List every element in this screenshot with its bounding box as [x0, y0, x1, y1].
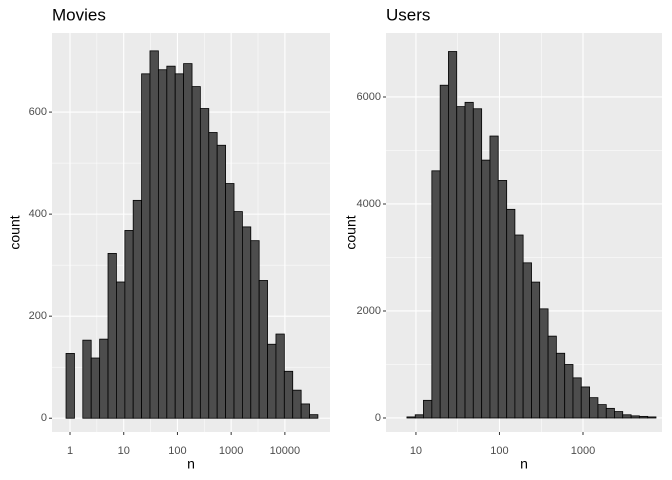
y-tick-label: 400: [29, 208, 47, 220]
histogram-bar: [431, 170, 441, 419]
histogram-bar: [647, 416, 657, 419]
histogram-bar: [448, 51, 458, 419]
x-tick-label: 100: [168, 445, 186, 457]
histogram-bar: [124, 230, 134, 419]
histogram-bar: [82, 339, 92, 419]
histogram-bar: [99, 338, 109, 419]
y-tick-label: 2000: [357, 305, 381, 317]
histogram-bar: [283, 370, 294, 419]
histogram-bar: [597, 404, 607, 419]
histogram-bar: [439, 84, 449, 419]
histogram-bar: [309, 414, 319, 419]
histogram-bar: [132, 199, 142, 419]
x-axis-label: n: [520, 456, 528, 472]
histogram-bar: [90, 357, 101, 419]
histogram-bar: [539, 308, 549, 419]
histogram-bar: [300, 403, 310, 419]
histogram-bar: [216, 144, 226, 419]
chart-title: Movies: [52, 5, 106, 24]
histogram-bar: [174, 73, 184, 419]
histogram-bar: [208, 132, 218, 419]
histogram-bar: [464, 101, 474, 419]
histogram-bar: [622, 414, 632, 419]
x-tick-label: 1000: [571, 445, 595, 457]
chart-title: Users: [386, 5, 430, 24]
x-tick-label: 10000: [270, 445, 301, 457]
histogram-bar: [258, 280, 268, 419]
histogram-bar: [183, 63, 193, 419]
x-tick-label: 1000: [219, 445, 243, 457]
histogram-bar: [572, 377, 582, 419]
histogram-bar: [157, 69, 168, 419]
histogram-bar: [116, 281, 126, 419]
histogram-bar: [514, 234, 524, 419]
histogram-bar: [497, 180, 508, 419]
histogram-bar: [225, 183, 235, 419]
histogram-bar: [456, 106, 466, 419]
histogram-bar: [555, 352, 566, 419]
histogram-bar: [406, 416, 416, 419]
histogram-bar: [423, 399, 433, 419]
y-tick-label: 0: [375, 412, 381, 424]
histogram-bar: [141, 73, 151, 419]
y-tick-label: 4000: [357, 198, 381, 210]
histogram-bar: [472, 108, 483, 419]
histogram-bar: [275, 333, 285, 419]
histogram-bar: [242, 226, 252, 419]
histogram-bar: [522, 262, 532, 419]
histogram-bar: [506, 208, 516, 419]
histogram-bar: [107, 253, 117, 419]
histogram-bar: [233, 211, 243, 419]
histogram-bar: [414, 414, 424, 419]
histogram-bar: [630, 415, 640, 419]
y-tick-label: 600: [29, 106, 47, 118]
y-tick-label: 200: [29, 310, 47, 322]
histogram-bar: [547, 335, 557, 419]
histogram-bar: [199, 108, 210, 419]
y-tick-label: 6000: [357, 91, 381, 103]
histogram-bar: [65, 353, 75, 419]
histogram-bar: [250, 240, 260, 419]
histogram-bar: [580, 386, 591, 419]
histogram-bar: [292, 389, 302, 419]
x-tick-label: 10: [410, 445, 422, 457]
histogram-bar: [267, 343, 277, 419]
histogram-bar: [605, 407, 615, 419]
histogram-bar: [589, 397, 599, 419]
histogram-bar: [166, 65, 176, 419]
x-tick-label: 100: [490, 445, 508, 457]
histogram-bar: [531, 281, 541, 419]
histogram-bar: [481, 159, 491, 419]
x-tick-label: 10: [118, 445, 130, 457]
x-tick-label: 1: [67, 445, 73, 457]
histogram-bar: [191, 86, 201, 419]
histogram-bar: [564, 364, 574, 419]
y-tick-label: 0: [41, 412, 47, 424]
histogram-bar: [489, 135, 499, 419]
y-axis-label: count: [7, 215, 23, 249]
histogram-bar: [614, 411, 624, 419]
histogram-bar: [149, 50, 159, 419]
histogram-bar: [638, 415, 649, 419]
y-axis-label: count: [343, 215, 359, 249]
x-axis-label: n: [187, 456, 195, 472]
